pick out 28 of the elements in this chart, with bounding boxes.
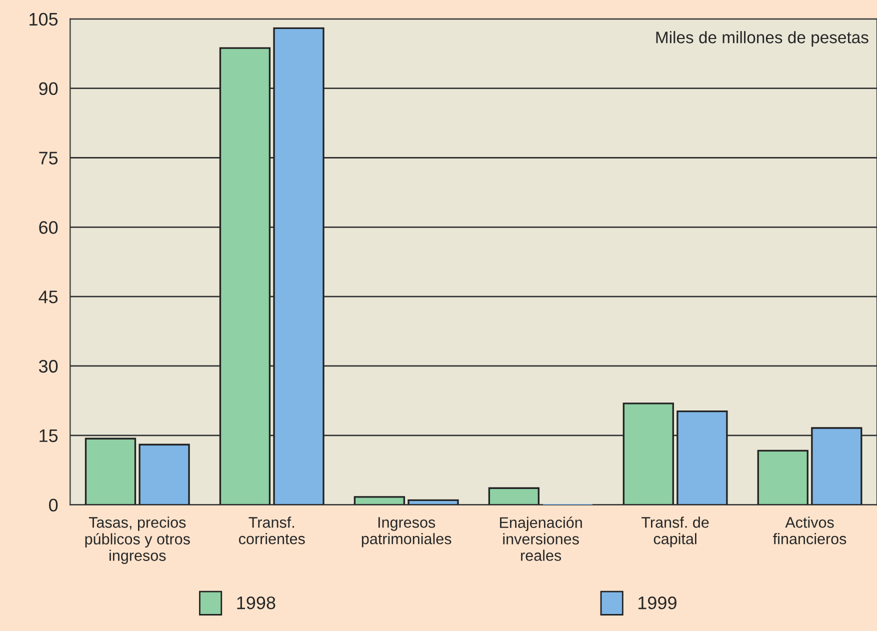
x-tick-label: Tasas, precios públicos y otros ingresos <box>85 516 190 564</box>
bar <box>273 27 324 505</box>
y-tick-label: 15 <box>40 430 58 442</box>
annotation: Miles de millones de pesetas <box>656 31 868 47</box>
bar <box>622 402 674 505</box>
bar <box>811 427 862 505</box>
x-tick-label: Transf. corrientes <box>238 516 305 544</box>
bar <box>676 410 728 505</box>
x-tick-label: Transf. de capital <box>642 516 709 548</box>
y-tick-label: 75 <box>39 152 58 164</box>
y-tick-label: 45 <box>38 290 58 304</box>
legend-label: 1999 <box>638 596 676 610</box>
x-tick-label: Ingresos patrimoniales <box>362 517 452 548</box>
bar <box>757 450 808 505</box>
y-tick-label: 60 <box>39 221 58 234</box>
bar <box>138 444 190 505</box>
legend-label: 1998 <box>237 596 276 610</box>
x-tick-label: Enajenación inversiones reales <box>500 516 582 561</box>
y-tick-label: 30 <box>38 360 58 373</box>
bar <box>408 499 459 505</box>
bar <box>219 47 271 505</box>
x-tick-label: Activos financieros <box>773 516 846 544</box>
y-tick-label: 0 <box>49 498 58 512</box>
bar <box>354 496 406 505</box>
y-tick-label: 105 <box>30 12 58 26</box>
bar <box>488 487 540 505</box>
bar <box>84 438 136 505</box>
y-tick-label: 90 <box>39 82 58 96</box>
